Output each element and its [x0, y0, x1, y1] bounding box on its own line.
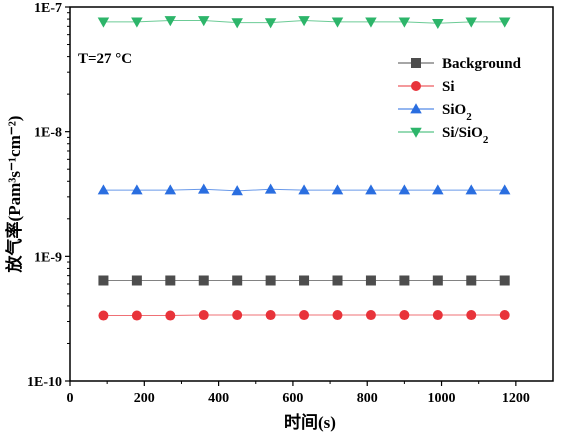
legend-marker-background	[411, 58, 421, 68]
x-tick-label: 200	[134, 391, 155, 406]
data-point-sio2	[231, 185, 243, 196]
y-axis-title: 放气率(Pam³s⁻¹cm⁻²)	[4, 116, 24, 274]
data-point-si	[399, 310, 410, 321]
data-point-si	[299, 310, 310, 321]
legend-marker-si	[411, 81, 421, 91]
data-point-si-sio2	[231, 18, 243, 29]
data-point-si-sio2	[298, 16, 310, 27]
data-point-si	[232, 310, 243, 321]
data-point-si	[165, 310, 176, 321]
data-point-sio2	[97, 184, 110, 195]
data-point-background	[131, 275, 142, 286]
x-tick-label: 400	[208, 391, 229, 406]
data-point-sio2	[398, 184, 411, 195]
data-point-si	[499, 310, 510, 321]
data-point-background	[232, 275, 243, 286]
y-tick-label: 1E-9	[34, 250, 62, 265]
data-point-si	[265, 310, 276, 321]
data-point-sio2	[131, 184, 143, 195]
legend-marker-si-sio2	[410, 127, 422, 138]
x-axis-title: 时间(s)	[284, 412, 336, 432]
data-point-si-sio2	[365, 17, 377, 28]
data-point-sio2	[365, 184, 377, 195]
data-point-background	[165, 275, 176, 286]
y-tick-label: 1E-7	[34, 1, 62, 16]
data-point-si	[365, 310, 376, 321]
data-point-si	[466, 310, 477, 321]
data-point-si	[98, 310, 109, 321]
data-point-background	[432, 275, 443, 286]
data-point-sio2	[198, 183, 210, 194]
data-point-background	[98, 275, 109, 286]
data-point-sio2	[264, 183, 277, 194]
data-point-si-sio2	[264, 18, 277, 29]
y-tick-label: 1E-10	[27, 375, 62, 390]
data-point-sio2	[164, 184, 177, 195]
data-point-si-sio2	[97, 17, 110, 28]
data-point-si	[332, 310, 343, 321]
data-point-si-sio2	[331, 17, 344, 28]
legend-label-si: Si	[442, 79, 455, 95]
data-point-si-sio2	[164, 16, 177, 27]
x-tick-label: 1000	[428, 391, 456, 406]
x-tick-label: 600	[282, 391, 303, 406]
legend-label-sio2: SiO2	[442, 102, 472, 123]
temperature-annotation: T=27 °C	[78, 51, 132, 67]
data-point-sio2	[465, 184, 478, 195]
data-point-si-sio2	[498, 17, 511, 28]
data-point-si-sio2	[131, 17, 143, 28]
data-point-si-sio2	[398, 17, 411, 28]
plot-frame	[69, 6, 554, 382]
data-point-sio2	[331, 184, 344, 195]
data-point-background	[399, 275, 410, 286]
data-point-si-sio2	[432, 18, 444, 30]
data-point-background	[198, 275, 209, 286]
x-tick-label: 1200	[502, 391, 530, 406]
legend-label-background: Background	[442, 56, 522, 72]
data-point-sio2	[298, 184, 310, 195]
data-point-si-sio2	[465, 17, 478, 28]
data-point-background	[299, 275, 310, 286]
x-tick-label: 0	[67, 391, 74, 406]
plot-area: 0 200 400 600 800 1000 1200 1E-10 1E-9 1E-8 1E-7	[27, 1, 554, 406]
data-point-background	[466, 275, 477, 286]
data-point-background	[332, 275, 343, 286]
data-point-si	[131, 310, 142, 321]
data-point-si	[432, 310, 443, 321]
legend-label-si-sio2: Si/SiO2	[442, 125, 489, 146]
data-point-si	[198, 310, 209, 321]
data-point-sio2	[432, 184, 444, 195]
x-tick-label: 800	[357, 391, 378, 406]
data-point-background	[499, 275, 510, 286]
data-point-background	[365, 275, 376, 286]
data-point-si-sio2	[198, 16, 210, 27]
data-point-sio2	[498, 184, 511, 195]
data-point-background	[265, 275, 276, 286]
legend-marker-sio2	[410, 103, 422, 114]
y-tick-label: 1E-8	[34, 126, 62, 141]
